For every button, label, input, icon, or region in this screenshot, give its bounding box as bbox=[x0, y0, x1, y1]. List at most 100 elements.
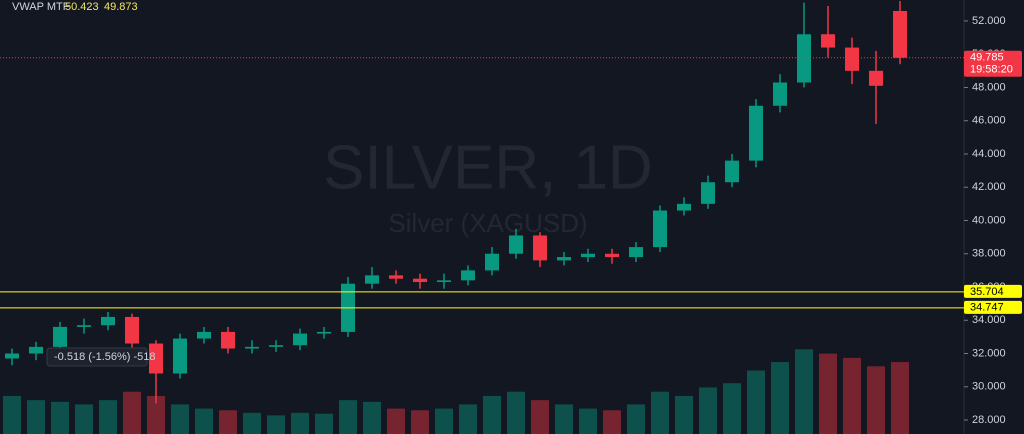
volume-bar bbox=[75, 404, 93, 434]
volume-bar bbox=[627, 404, 645, 434]
volume-bar bbox=[411, 410, 429, 434]
volume-bar bbox=[315, 413, 333, 434]
volume-bar bbox=[891, 362, 909, 434]
volume-bar bbox=[267, 415, 285, 434]
y-tick-label: 38.000 bbox=[972, 248, 1006, 260]
y-tick-label: 46.000 bbox=[972, 115, 1006, 127]
volume-bar bbox=[171, 404, 189, 434]
volume-bar bbox=[699, 387, 717, 434]
price-label: 34.747 bbox=[970, 302, 1004, 314]
candle-body bbox=[245, 346, 259, 349]
volume-bar bbox=[579, 408, 597, 434]
candle-body bbox=[389, 275, 403, 279]
candle-body bbox=[653, 210, 667, 248]
candle-body bbox=[773, 82, 787, 106]
volume-bar bbox=[243, 412, 261, 434]
volume-bar bbox=[363, 401, 381, 434]
candle-body bbox=[413, 278, 427, 283]
candle-body bbox=[5, 353, 19, 359]
volume-bar bbox=[651, 391, 669, 434]
candle-body bbox=[197, 331, 211, 339]
price-label-box bbox=[964, 50, 1022, 77]
candle-body bbox=[629, 247, 643, 258]
candle-body bbox=[509, 235, 523, 254]
candle-body bbox=[821, 34, 835, 48]
y-tick-label: 52.000 bbox=[972, 15, 1006, 27]
y-tick-label: 48.000 bbox=[972, 81, 1006, 93]
indicator-name: VWAP MTF bbox=[12, 1, 70, 13]
candle-body bbox=[749, 105, 763, 161]
countdown-label: 19:58:20 bbox=[970, 64, 1013, 76]
candle-body bbox=[869, 70, 883, 86]
candle-body bbox=[437, 280, 451, 283]
tooltip: -0.518 (-1.56%) -518 bbox=[54, 351, 156, 363]
candle-body bbox=[533, 235, 547, 261]
candle-body bbox=[677, 203, 691, 211]
volume-bar bbox=[99, 400, 117, 434]
price-label: 49.785 bbox=[970, 52, 1004, 64]
volume-bar bbox=[819, 353, 837, 434]
candle-body bbox=[101, 316, 115, 326]
candle-body bbox=[125, 316, 139, 344]
y-tick-label: 32.000 bbox=[972, 347, 1006, 359]
tooltip-box bbox=[46, 347, 148, 367]
candle-body bbox=[725, 160, 739, 183]
volume-bar bbox=[723, 383, 741, 434]
volume-bar bbox=[531, 400, 549, 434]
candle-body bbox=[797, 34, 811, 83]
volume-bar bbox=[795, 349, 813, 434]
candle-body bbox=[605, 253, 619, 258]
volume-bar bbox=[147, 395, 165, 434]
candle-body bbox=[557, 257, 571, 261]
volume-bar bbox=[459, 404, 477, 434]
candle-body bbox=[317, 331, 331, 334]
watermark: SILVER, 1D bbox=[323, 133, 653, 202]
y-tick-label: 44.000 bbox=[972, 148, 1006, 160]
candle-body bbox=[581, 253, 595, 258]
price-label-box bbox=[964, 300, 1022, 314]
volume-bar bbox=[339, 400, 357, 434]
volume-bar bbox=[387, 408, 405, 434]
volume-bar bbox=[195, 408, 213, 434]
candle-body bbox=[29, 346, 43, 354]
volume-bar bbox=[867, 366, 885, 434]
watermark-subtitle: Silver (XAGUSD) bbox=[388, 208, 587, 238]
volume-bar bbox=[603, 410, 621, 434]
candle-body bbox=[221, 331, 235, 349]
volume-bar bbox=[507, 391, 525, 434]
candle-body bbox=[845, 47, 859, 71]
volume-bar bbox=[555, 404, 573, 434]
volume-bar bbox=[3, 395, 21, 434]
y-tick-label: 34.000 bbox=[972, 314, 1006, 326]
volume-bar bbox=[483, 395, 501, 434]
volume-bar bbox=[843, 357, 861, 434]
volume-bar bbox=[291, 412, 309, 434]
candle-body bbox=[293, 333, 307, 346]
volume-bar bbox=[771, 362, 789, 434]
candle-body bbox=[365, 275, 379, 284]
price-label: 35.704 bbox=[970, 286, 1004, 298]
y-tick-label: 28.000 bbox=[972, 414, 1006, 426]
volume-bar bbox=[435, 408, 453, 434]
y-tick-label: 42.000 bbox=[972, 181, 1006, 193]
candle-body bbox=[893, 10, 907, 58]
volume-bar bbox=[51, 401, 69, 434]
y-tick-label: 40.000 bbox=[972, 214, 1006, 226]
volume-bar bbox=[27, 400, 45, 434]
indicator-value: 49.873 bbox=[104, 1, 138, 13]
candle-body bbox=[173, 338, 187, 374]
candle-body bbox=[269, 345, 283, 347]
candle-body bbox=[149, 343, 163, 374]
price-label-box bbox=[964, 284, 1022, 298]
candle-body bbox=[485, 253, 499, 271]
candle-body bbox=[53, 326, 67, 347]
volume-bar bbox=[123, 391, 141, 434]
volume-bar bbox=[747, 370, 765, 434]
y-tick-label: 30.000 bbox=[972, 381, 1006, 393]
indicator-value: 50.423 bbox=[65, 1, 99, 13]
volume-bar bbox=[675, 395, 693, 434]
candle-body bbox=[701, 182, 715, 204]
